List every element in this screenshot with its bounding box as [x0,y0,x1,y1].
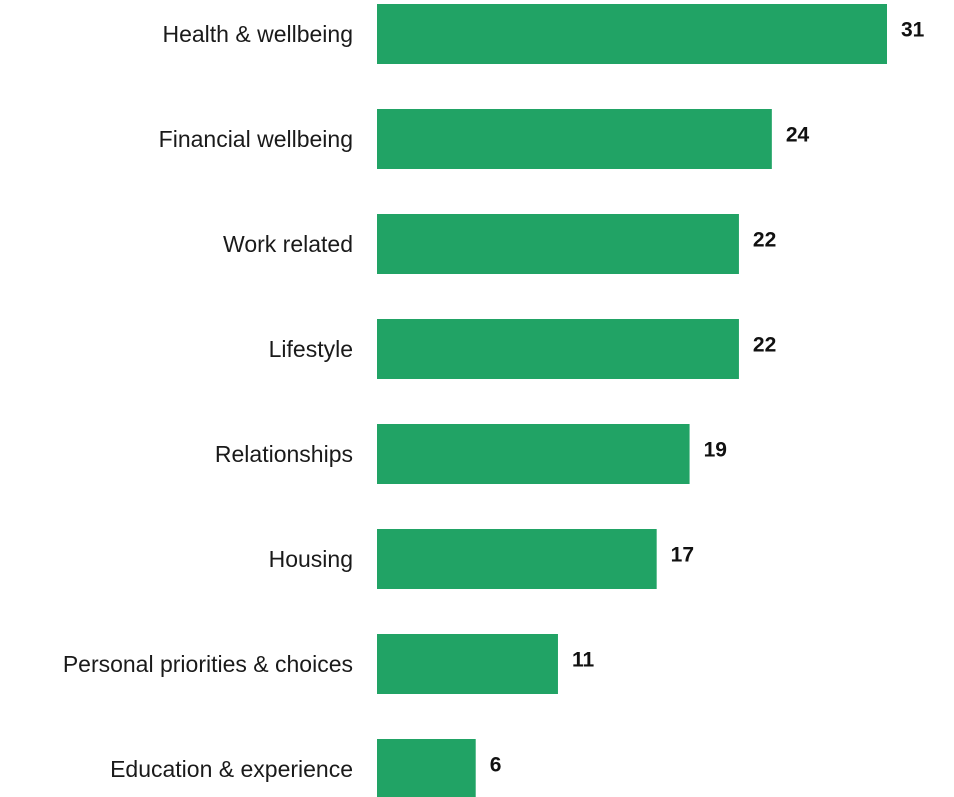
value-label-education-and-experience: 6 [490,754,502,777]
category-label-personal-priorities-and-choices: Personal priorities & choices [63,651,353,677]
category-label-lifestyle: Lifestyle [269,336,353,362]
category-label-housing: Housing [269,546,353,572]
category-labels: Health & wellbeing Financial wellbeing Wor… [63,21,353,782]
bar-education-and-experience [377,739,476,797]
value-label-work-related: 22 [753,229,776,252]
bar-financial-wellbeing [377,109,772,169]
value-label-financial-wellbeing: 24 [786,124,810,147]
bar-relationships [377,424,690,484]
value-label-relationships: 19 [704,439,727,462]
category-label-relationships: Relationships [215,441,353,467]
value-label-housing: 17 [671,544,694,567]
value-labels: 31 24 22 22 19 17 11 6 [490,19,925,777]
category-label-financial-wellbeing: Financial wellbeing [159,126,353,152]
value-label-health-and-wellbeing: 31 [901,19,925,42]
category-label-education-and-experience: Education & experience [110,756,353,782]
category-label-health-and-wellbeing: Health & wellbeing [162,21,353,47]
category-label-work-related: Work related [223,231,353,257]
bar-work-related [377,214,739,274]
bar-personal-priorities-and-choices [377,634,558,694]
bars-group [377,4,887,797]
value-label-personal-priorities-and-choices: 11 [572,649,595,672]
bar-lifestyle [377,319,739,379]
bar-housing [377,529,657,589]
value-label-lifestyle: 22 [753,334,776,357]
bar-health-and-wellbeing [377,4,887,64]
